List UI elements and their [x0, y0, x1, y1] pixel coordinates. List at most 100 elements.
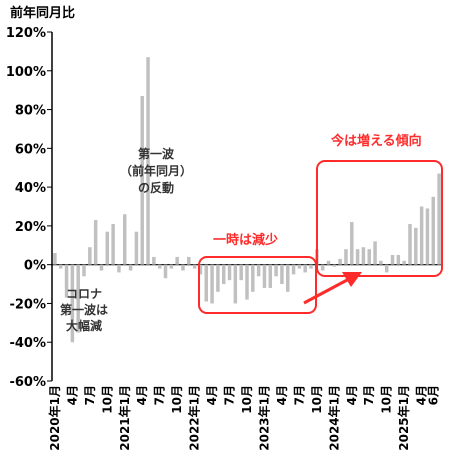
bar	[332, 264, 337, 267]
x-tick-label: 7月	[83, 385, 97, 405]
bar	[210, 264, 214, 304]
bar	[216, 264, 220, 292]
bars	[53, 57, 441, 343]
x-tick-label: 7月	[362, 385, 376, 405]
x-tick-label: 7月	[223, 385, 237, 405]
x-tick-label: 4月	[205, 385, 219, 405]
bar	[286, 264, 290, 292]
bar	[152, 256, 156, 265]
y-tick-label: 0%	[24, 259, 46, 274]
bar	[227, 264, 232, 281]
y-tick-label: 20%	[15, 220, 46, 235]
bar	[390, 254, 395, 265]
bar	[245, 264, 249, 300]
bar	[76, 264, 80, 333]
bar	[99, 264, 104, 271]
x-tick-labels: 2020年1月 4月 7月 10月 2021年1月 4月 7月 10月 2022年1月 4月 7月 1…	[47, 385, 440, 451]
bar	[373, 241, 377, 265]
svg-text:大幅減: 大幅減	[66, 318, 102, 333]
bar	[355, 249, 360, 265]
rebound-annotation: 第一波 （前年同月） の反動	[120, 146, 192, 195]
y-tick-label: 40%	[15, 181, 46, 196]
bar	[256, 264, 261, 277]
x-tick-label: 4月	[135, 385, 149, 405]
bar	[425, 208, 430, 265]
bar	[291, 264, 296, 275]
svg-text:（前年同月）: （前年同月）	[120, 163, 192, 178]
bar	[175, 256, 179, 265]
bar	[105, 231, 110, 265]
bar	[163, 264, 168, 279]
x-tick-label: 4月	[65, 385, 79, 405]
bar	[70, 264, 75, 343]
increase-annotation: 今は増える傾向	[330, 133, 422, 149]
x-tick-label: 2025年1月	[396, 385, 411, 451]
bar	[268, 264, 273, 288]
bar	[111, 223, 115, 265]
bar	[408, 223, 412, 265]
x-tick-label: 2021年1月	[117, 385, 132, 451]
y-tick-label: 60%	[15, 142, 46, 157]
x-tick-label: 4月	[415, 385, 429, 405]
bar	[396, 254, 401, 265]
x-tick-label: 10月	[170, 385, 184, 414]
bar	[437, 173, 441, 265]
bar	[53, 253, 57, 265]
bar	[239, 264, 243, 281]
unit-label: 前年同月比	[10, 5, 75, 21]
x-tick-label: 2023年1月	[256, 385, 271, 451]
bar	[338, 258, 342, 265]
bar	[204, 264, 208, 302]
y-tick-label: 120%	[6, 26, 46, 41]
svg-text:コロナ: コロナ	[66, 287, 102, 301]
bar	[262, 264, 267, 288]
x-tick-label: 10月	[310, 385, 324, 414]
y-tick-label: -40%	[9, 336, 46, 351]
bar	[379, 260, 383, 265]
bar	[414, 227, 418, 265]
x-tick-label: 2020年1月	[47, 385, 62, 451]
bar	[58, 264, 63, 269]
bar	[233, 264, 238, 304]
x-tick-label: 10月	[240, 385, 254, 414]
bar	[93, 220, 98, 265]
increase-highlight-box	[316, 160, 443, 277]
bar	[251, 264, 255, 292]
x-tick-label: 6月	[426, 385, 440, 405]
bar	[384, 264, 389, 273]
bar	[187, 256, 191, 265]
x-tick-label: 4月	[275, 385, 289, 405]
bar	[320, 264, 325, 271]
bar	[303, 264, 307, 273]
bar	[297, 264, 302, 269]
y-tick-labels: 120% 100% 80% 60% 40% 20% 0% -20% -40% -60%	[6, 26, 46, 390]
x-tick-label: 2024年1月	[326, 385, 341, 451]
bar	[128, 264, 133, 271]
bar	[419, 206, 424, 265]
bar	[146, 57, 150, 265]
y-tick-label: 80%	[15, 104, 46, 119]
bar	[123, 214, 127, 265]
svg-text:第一波: 第一波	[138, 146, 175, 161]
bar	[280, 264, 284, 285]
bar	[181, 264, 185, 271]
y-tick-label: -60%	[9, 375, 46, 390]
bar	[198, 264, 203, 275]
decrease-annotation: 一時は減少	[213, 232, 278, 248]
covid-annotation: コロナ 第一波は 大幅減	[60, 287, 108, 333]
x-tick-label: 10月	[380, 385, 394, 414]
bar	[157, 264, 162, 269]
bar	[350, 222, 354, 265]
bar	[134, 231, 139, 265]
bar	[274, 264, 278, 277]
bar	[309, 264, 313, 269]
bar	[88, 247, 92, 265]
bar	[140, 95, 144, 265]
x-tick-label: 7月	[153, 385, 167, 405]
y-tick-label: -20%	[9, 297, 46, 312]
trend-arrow	[303, 272, 362, 305]
bar	[192, 264, 197, 269]
svg-text:第一波は: 第一波は	[60, 302, 108, 317]
bar	[367, 249, 371, 265]
